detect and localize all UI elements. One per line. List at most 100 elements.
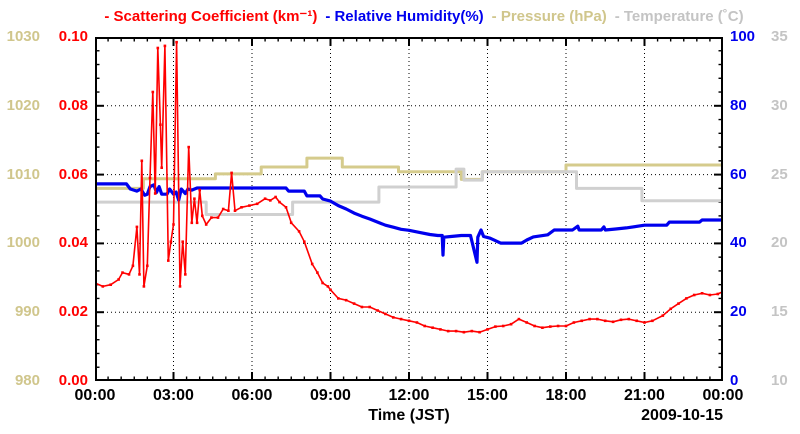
series-marker <box>352 302 356 305</box>
series-marker <box>167 259 170 262</box>
series-marker <box>233 209 237 212</box>
series-marker <box>344 298 348 302</box>
series-marker <box>169 240 173 243</box>
series-marker <box>146 264 149 268</box>
series-marker <box>221 207 225 211</box>
series-marker <box>140 159 144 163</box>
temperature-tick-label: 15 <box>771 303 788 321</box>
series-marker <box>415 321 419 324</box>
series-marker <box>190 221 194 225</box>
series-marker <box>603 319 607 323</box>
series-marker <box>153 192 157 195</box>
series-marker <box>240 206 243 209</box>
series-marker <box>685 297 688 300</box>
series-marker <box>248 204 251 207</box>
series-marker <box>439 328 442 331</box>
series-marker <box>462 330 466 334</box>
chart-legend: - Scattering Coefficient (km⁻¹) - Relativ… <box>50 7 798 25</box>
series-marker <box>269 199 272 202</box>
series-marker <box>494 325 497 328</box>
series-marker <box>163 44 167 48</box>
time-tick-label: 18:00 <box>545 387 587 404</box>
series-marker <box>716 292 720 296</box>
temperature-tick-label: 20 <box>771 234 788 252</box>
series-marker <box>692 293 696 297</box>
series-marker <box>368 305 371 309</box>
series-marker <box>446 329 450 333</box>
series-marker <box>478 330 481 334</box>
humidity-tick-label: 100 <box>730 28 756 45</box>
series-marker <box>376 309 379 312</box>
temperature-tick-label: 10 <box>771 372 788 389</box>
series-line <box>95 182 723 264</box>
series-marker <box>611 320 615 324</box>
series-marker <box>274 195 277 199</box>
pressure-tick-label: 980 <box>14 372 40 389</box>
series-marker <box>151 90 155 94</box>
series-marker <box>187 145 190 149</box>
pressure-tick-label: 1010 <box>6 165 40 183</box>
series-marker <box>651 319 654 323</box>
series-marker <box>156 46 160 50</box>
series-marker <box>210 216 213 219</box>
series-marker <box>326 285 330 288</box>
scattering-tick-label: 0.10 <box>58 28 88 45</box>
series-marker <box>195 221 199 225</box>
series-marker <box>148 176 152 180</box>
humidity-tick-label: 0 <box>730 372 739 389</box>
humidity-tick-label: 60 <box>730 165 747 183</box>
time-tick-label: 15:00 <box>467 387 508 404</box>
series-marker <box>596 317 599 321</box>
series-marker <box>172 223 175 226</box>
humidity-tick-label: 40 <box>730 234 747 252</box>
pressure-tick-label: 990 <box>14 303 40 321</box>
series-marker <box>184 273 187 276</box>
series-marker <box>423 324 426 328</box>
time-tick-label: 12:00 <box>388 387 430 404</box>
temperature-tick-label: 25 <box>771 165 788 183</box>
temperature-tick-label: 35 <box>771 28 788 45</box>
series-marker <box>541 326 544 329</box>
series-marker <box>677 302 680 305</box>
series-marker <box>263 197 267 200</box>
scattering-tick-label: 0.02 <box>58 303 88 321</box>
series-marker <box>337 297 340 300</box>
scattering-tick-label: 0.04 <box>58 234 88 252</box>
series-marker <box>431 326 434 329</box>
series-marker <box>255 202 259 206</box>
time-tick-label: 00:00 <box>702 387 744 404</box>
series-marker <box>142 285 146 288</box>
series-marker <box>635 319 638 323</box>
series-marker <box>289 221 293 225</box>
series-marker <box>708 293 712 297</box>
series-marker <box>131 264 135 268</box>
series-marker <box>204 223 208 226</box>
series-marker <box>549 325 552 328</box>
series-marker <box>399 317 403 321</box>
series-line <box>95 167 723 216</box>
series-marker <box>556 324 560 328</box>
pressure-tick-label: 1030 <box>6 28 40 45</box>
series-marker <box>178 285 182 288</box>
series-marker <box>669 307 672 311</box>
time-tick-label: 00:00 <box>74 387 116 404</box>
series-marker <box>384 312 387 316</box>
humidity-tick-label: 80 <box>730 96 747 114</box>
series-marker <box>216 216 220 219</box>
series-marker <box>127 273 131 276</box>
series-marker <box>517 317 521 321</box>
time-tick-label: 06:00 <box>231 387 273 404</box>
series-marker <box>175 40 178 44</box>
series-marker <box>121 271 124 274</box>
series-marker <box>572 321 576 324</box>
plot-area <box>95 37 723 381</box>
pressure-tick-label: 1000 <box>6 234 40 252</box>
series-marker <box>470 329 474 333</box>
x-axis-title: Time (JST) <box>368 407 450 424</box>
series-marker <box>564 324 568 328</box>
time-tick-label: 09:00 <box>310 387 351 404</box>
series-marker <box>501 324 505 328</box>
humidity-tick-label: 20 <box>730 303 747 321</box>
series-marker <box>533 324 536 328</box>
